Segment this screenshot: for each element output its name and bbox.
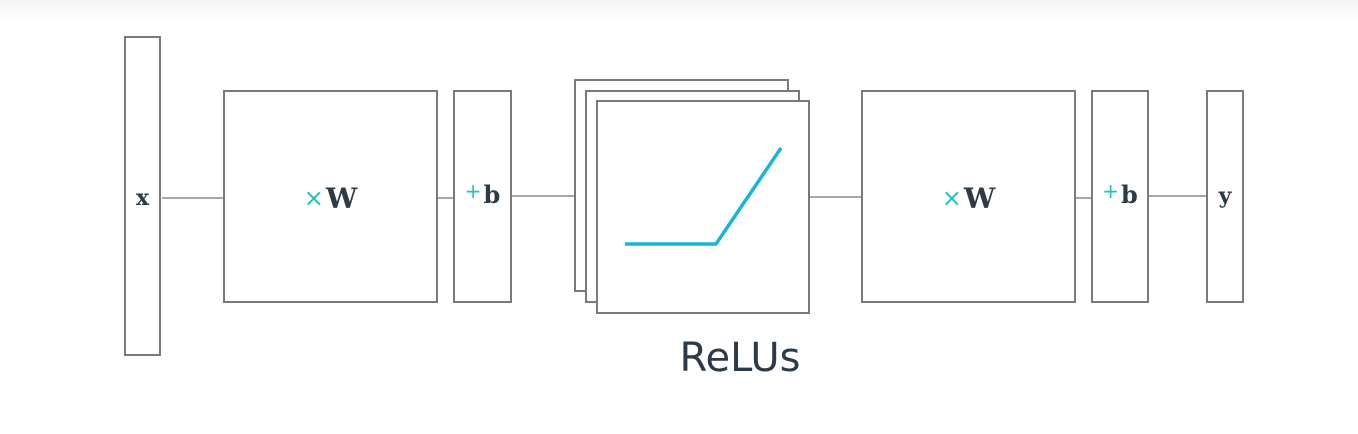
weight-matrix-1-box <box>223 90 438 303</box>
input-x-box <box>124 36 161 356</box>
input-x-label: x <box>124 180 161 216</box>
multiply-operator-2: × <box>941 184 962 212</box>
output-y-box <box>1206 90 1244 303</box>
add-operator-2: + <box>1102 179 1119 203</box>
relu-caption: ReLUs <box>679 335 801 381</box>
weight-matrix-1-label: × W <box>223 178 438 218</box>
weight-matrix-2-box <box>861 90 1076 303</box>
relu-curve-line <box>625 147 783 246</box>
bias-1-box <box>453 90 512 303</box>
connector-w1-to-b1 <box>438 197 453 199</box>
bias-1-label: + b <box>453 174 512 214</box>
bias-2-text: b <box>1120 179 1138 209</box>
input-x-text: x <box>135 185 150 211</box>
weight-2-text: W <box>963 181 996 215</box>
bias-2-label: + b <box>1091 174 1149 214</box>
weight-matrix-2-label: × W <box>861 178 1076 218</box>
relu-stack-front-box <box>596 100 810 314</box>
multiply-operator-1: × <box>303 184 324 212</box>
connector-b1-to-relu <box>512 195 574 197</box>
relu-curve-plot <box>625 147 783 246</box>
output-y-text: y <box>1218 183 1232 209</box>
connector-x-to-w1 <box>162 197 223 199</box>
connector-w2-to-b2 <box>1076 197 1091 199</box>
top-shadow-bar <box>0 0 1358 22</box>
output-y-label: y <box>1206 176 1244 216</box>
connector-relu-to-w2 <box>810 196 861 198</box>
weight-1-text: W <box>325 181 358 215</box>
connector-b2-to-y <box>1149 195 1206 197</box>
add-operator-1: + <box>464 179 482 203</box>
bias-1-text: b <box>483 179 501 209</box>
bias-2-box <box>1091 90 1149 303</box>
